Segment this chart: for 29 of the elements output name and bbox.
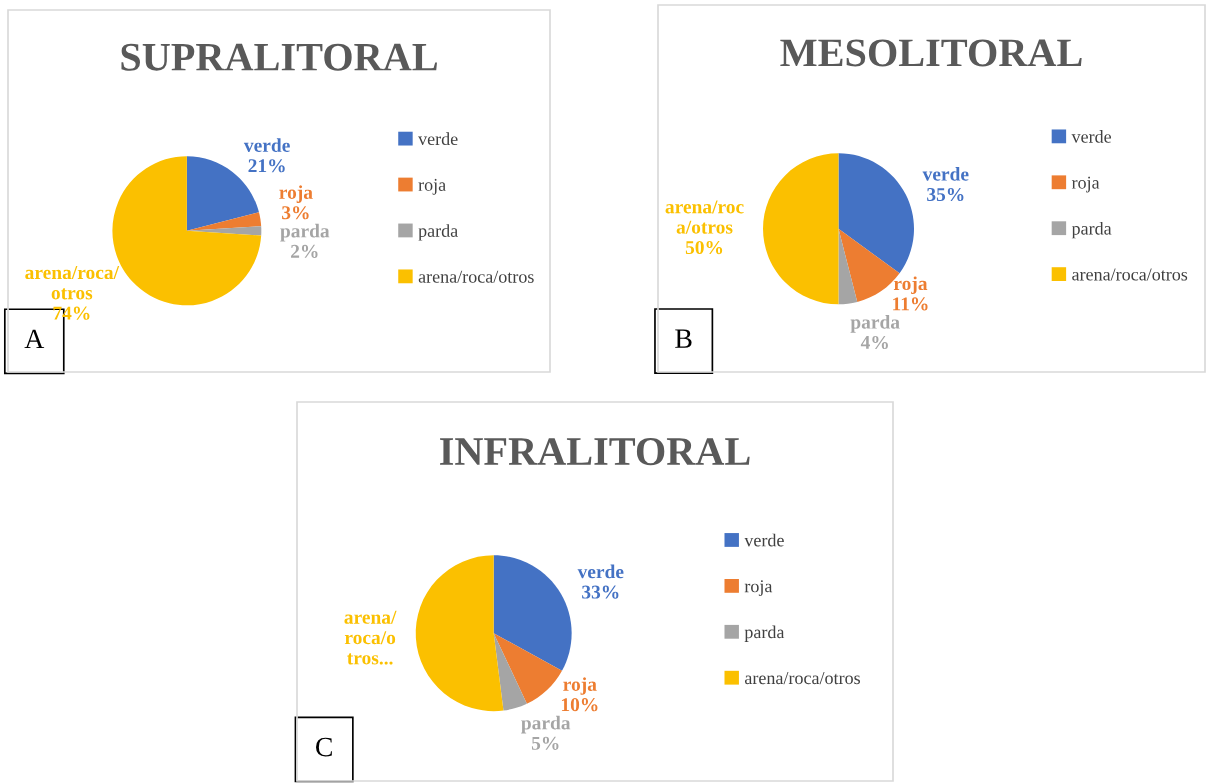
data-label: parda 5% bbox=[521, 715, 571, 750]
legend-label: verde bbox=[744, 533, 784, 547]
data-label: arena/ roca/o tros... bbox=[344, 610, 397, 665]
chart-title: INFRALITORAL bbox=[440, 438, 750, 466]
legend-label: parda bbox=[744, 625, 785, 642]
legend-label: arena/roca/otros bbox=[1072, 268, 1188, 281]
data-label: roja 10% bbox=[561, 677, 598, 712]
legend-label: arena/roca/otros bbox=[744, 672, 860, 685]
legend-label: roja bbox=[418, 178, 446, 195]
chart-title: MESOLITORAL bbox=[780, 39, 1082, 67]
legend-label: parda bbox=[1071, 221, 1112, 239]
text: A bbox=[24, 329, 45, 348]
data-label: roja 11% bbox=[893, 276, 928, 311]
chart-title: SUPRALITORAL bbox=[121, 43, 437, 71]
data-label: parda 4% bbox=[850, 315, 900, 350]
text: C bbox=[316, 737, 332, 757]
data-label: arena/roc a/otros 50% bbox=[665, 200, 744, 255]
data-label: roja 3% bbox=[279, 185, 313, 220]
legend-label: roja bbox=[744, 580, 773, 597]
text: B bbox=[675, 329, 692, 348]
legend-label: verde bbox=[1071, 130, 1112, 143]
legend-label: parda bbox=[418, 224, 458, 241]
data-label: verde 35% bbox=[922, 167, 969, 202]
data-label: parda 2% bbox=[280, 223, 330, 258]
data-label: verde 33% bbox=[577, 564, 624, 599]
legend-label: roja bbox=[1071, 176, 1100, 193]
legend-label: verde bbox=[418, 132, 458, 146]
legend-label: arena/roca/otros bbox=[418, 270, 534, 283]
data-label: verde 21% bbox=[243, 138, 290, 173]
